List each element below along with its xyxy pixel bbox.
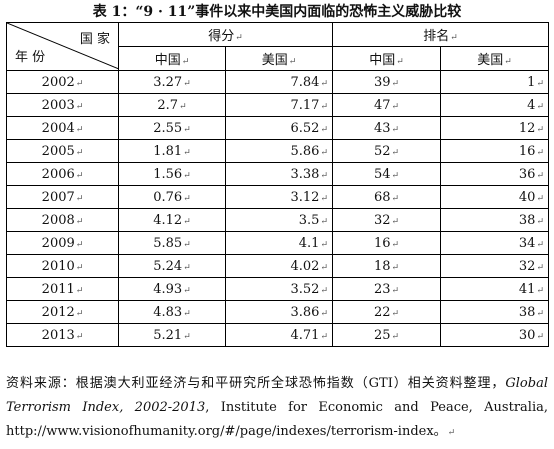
china-rank-cell: 43↵ <box>332 116 441 140</box>
us-rank-cell: 40↵ <box>440 185 549 209</box>
us-rank-cell: 12↵ <box>440 116 549 140</box>
table-row: 2004↵ 2.55↵ 6.52↵ 43↵ 12↵ <box>6 116 549 140</box>
china-score-cell: 4.12↵ <box>118 208 226 232</box>
china-score-cell: 4.93↵ <box>118 277 226 301</box>
us-score-cell: 4.71↵ <box>225 323 333 347</box>
us-score-cell: 3.52↵ <box>225 277 333 301</box>
year-cell: 2006↵ <box>6 162 119 186</box>
china-score-cell: 5.24↵ <box>118 254 226 278</box>
year-cell: 2002↵ <box>6 70 119 94</box>
us-score-cell: 7.17↵ <box>225 93 333 117</box>
table-row: 2006↵ 1.56↵ 3.38↵ 54↵ 36↵ <box>6 162 549 186</box>
table-row: 2009↵ 5.85↵ 4.1↵ 16↵ 34↵ <box>6 231 549 255</box>
year-cell: 2013↵ <box>6 323 119 347</box>
china-score-cell: 1.81↵ <box>118 139 226 163</box>
table-row: 2008↵ 4.12↵ 3.5↵ 32↵ 38↵ <box>6 208 549 232</box>
china-score-cell: 0.76↵ <box>118 185 226 209</box>
source-title: Global Terrorism Index, 2002-2013 <box>6 376 548 415</box>
year-cell: 2003↵ <box>6 93 119 117</box>
china-score-cell: 5.85↵ <box>118 231 226 255</box>
china-rank-cell: 52↵ <box>332 139 441 163</box>
us-rank-cell: 16↵ <box>440 139 549 163</box>
us-score-cell: 5.86↵ <box>225 139 333 163</box>
us-rank-cell: 30↵ <box>440 323 549 347</box>
china-rank-cell: 23↵ <box>332 277 441 301</box>
year-cell: 2009↵ <box>6 231 119 255</box>
us-score-cell: 3.12↵ <box>225 185 333 209</box>
china-rank-cell: 25↵ <box>332 323 441 347</box>
china-score-cell: 4.83↵ <box>118 300 226 324</box>
year-cell: 2010↵ <box>6 254 119 278</box>
us-rank-cell: 38↵ <box>440 208 549 232</box>
china-rank-header: 中国↵ <box>332 46 441 71</box>
us-score-cell: 7.84↵ <box>225 70 333 94</box>
table-row: 2002↵ 3.27↵ 7.84↵ 39↵ 1↵ <box>6 70 549 94</box>
us-rank-cell: 41↵ <box>440 277 549 301</box>
us-score-cell: 3.5↵ <box>225 208 333 232</box>
china-score-cell: 2.55↵ <box>118 116 226 140</box>
source-note: 资料来源：根据澳大利亚经济与和平研究所全球恐怖指数（GTI）相关资料整理，Glo… <box>6 376 548 439</box>
china-score-cell: 1.56↵ <box>118 162 226 186</box>
year-cell: 2005↵ <box>6 139 119 163</box>
us-score-cell: 4.02↵ <box>225 254 333 278</box>
table-row: 2011↵ 4.93↵ 3.52↵ 23↵ 41↵ <box>6 277 549 301</box>
table-row: 2003↵ 2.7↵ 7.17↵ 47↵ 4↵ <box>6 93 549 117</box>
table-row: 2012↵ 4.83↵ 3.86↵ 22↵ 38↵ <box>6 300 549 324</box>
year-cell: 2007↵ <box>6 185 119 209</box>
china-score-cell: 3.27↵ <box>118 70 226 94</box>
us-rank-cell: 4↵ <box>440 93 549 117</box>
table-title: 表 1：“9 · 11”事件以来中美国内面临的恐怖主义威胁比较 <box>92 4 462 20</box>
china-score-cell: 2.7↵ <box>118 93 226 117</box>
diagonal-divider <box>7 23 119 69</box>
year-cell: 2008↵ <box>6 208 119 232</box>
terrorism-comparison-table: 国 家 年 份 得分↵ 排名↵ 中国↵ 美国↵ 中国↵ 美国↵ 2002↵ 3.2… <box>6 22 549 347</box>
us-score-cell: 6.52↵ <box>225 116 333 140</box>
us-rank-cell: 1↵ <box>440 70 549 94</box>
china-rank-cell: 68↵ <box>332 185 441 209</box>
year-cell: 2012↵ <box>6 300 119 324</box>
china-rank-cell: 54↵ <box>332 162 441 186</box>
china-rank-cell: 16↵ <box>332 231 441 255</box>
us-rank-cell: 36↵ <box>440 162 549 186</box>
table-row: 2007↵ 0.76↵ 3.12↵ 68↵ 40↵ <box>6 185 549 209</box>
rank-group-header: 排名↵ <box>332 22 549 47</box>
corner-header-cell: 国 家 年 份 <box>6 22 119 71</box>
china-rank-cell: 39↵ <box>332 70 441 94</box>
us-score-header: 美国↵ <box>225 46 333 71</box>
year-cell: 2011↵ <box>6 277 119 301</box>
table-row: 2010↵ 5.24↵ 4.02↵ 18↵ 32↵ <box>6 254 549 278</box>
us-score-cell: 3.86↵ <box>225 300 333 324</box>
us-score-cell: 4.1↵ <box>225 231 333 255</box>
china-rank-cell: 18↵ <box>332 254 441 278</box>
year-cell: 2004↵ <box>6 116 119 140</box>
corner-country-label: 国 家 <box>79 32 110 47</box>
china-score-header: 中国↵ <box>118 46 226 71</box>
china-score-cell: 5.21↵ <box>118 323 226 347</box>
us-score-cell: 3.38↵ <box>225 162 333 186</box>
china-rank-cell: 22↵ <box>332 300 441 324</box>
us-rank-cell: 38↵ <box>440 300 549 324</box>
score-group-header: 得分↵ <box>118 22 333 47</box>
table-row: 2013↵ 5.21↵ 4.71↵ 25↵ 30↵ <box>6 323 549 347</box>
us-rank-header: 美国↵ <box>440 46 549 71</box>
us-rank-cell: 32↵ <box>440 254 549 278</box>
china-rank-cell: 47↵ <box>332 93 441 117</box>
table-row: 2005↵ 1.81↵ 5.86↵ 52↵ 16↵ <box>6 139 549 163</box>
corner-year-label: 年 份 <box>15 50 46 65</box>
china-rank-cell: 32↵ <box>332 208 441 232</box>
us-rank-cell: 34↵ <box>440 231 549 255</box>
